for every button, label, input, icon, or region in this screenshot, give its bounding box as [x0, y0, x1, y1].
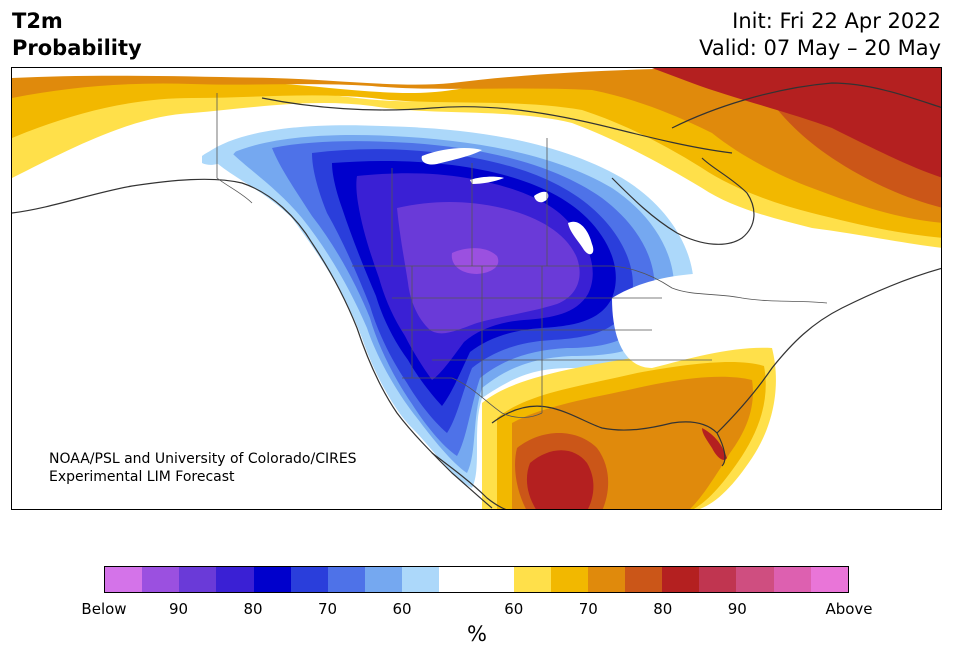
colorbar-seg-above-6 [699, 567, 737, 592]
colorbar-seg-above-2 [550, 567, 588, 592]
above-arctic-orange [12, 68, 941, 223]
political-borders [216, 93, 828, 418]
neutral-midwest [612, 273, 862, 368]
probability-map [12, 68, 941, 509]
colorbar-seg-below-6 [290, 567, 328, 592]
coastline-gulf [491, 405, 726, 467]
colorbar-seg-below-1 [105, 567, 143, 592]
colorbar-seg-neutral [439, 567, 514, 592]
coastline-atlantic [716, 267, 941, 434]
valid-date: Valid: 07 May – 20 May [699, 36, 941, 60]
border-us-mexico [402, 377, 543, 418]
colorbar-seg-above-9 [810, 567, 848, 592]
coastlines [12, 82, 941, 509]
lake-great-bear [421, 148, 482, 165]
colorbar-label: 60 [392, 600, 412, 618]
border-alaska-canada [216, 93, 253, 204]
colorbar-label: 90 [168, 600, 189, 618]
colorbar-seg-above-3 [587, 567, 625, 592]
colorbar-label: 70 [578, 600, 598, 618]
below-95 [451, 248, 499, 274]
colorbar-units: % [467, 622, 487, 646]
colorbar-seg-below-7 [327, 567, 365, 592]
credit-text: NOAA/PSL and University of Colorado/CIRE… [49, 450, 357, 486]
colorbar-seg-above-4 [624, 567, 663, 592]
init-date: Init: Fri 22 Apr 2022 [732, 9, 941, 33]
above-mexico-red [526, 450, 594, 509]
credit-line-2: Experimental LIM Forecast [49, 469, 235, 485]
map-panel [11, 67, 942, 510]
colorbar-seg-above-7 [736, 567, 774, 592]
colorbar-seg-below-3 [179, 567, 217, 592]
map-title: T2m Probability [12, 8, 142, 62]
colorbar-seg-below-9 [402, 567, 440, 592]
colorbar-label: 80 [243, 600, 263, 618]
coastline-mexico-pacific [431, 452, 507, 509]
above-florida-red [702, 428, 727, 460]
lake-great-slave [470, 176, 504, 184]
credit-line-1: NOAA/PSL and University of Colorado/CIRE… [49, 451, 357, 467]
colorbar-label: 70 [317, 600, 338, 618]
coastline-greenland-baffin [671, 82, 941, 129]
colorbar-label: 90 [727, 600, 747, 618]
colorbar-label: Above [825, 600, 873, 618]
colorbar-seg-below-2 [142, 567, 180, 592]
below-alaska-edge [202, 148, 237, 165]
colorbar-seg-above-1 [513, 567, 551, 592]
border-us-canada [352, 265, 828, 304]
above-arctic-red [652, 68, 941, 178]
colorbar-seg-below-5 [253, 567, 291, 592]
colorbar-seg-below-4 [216, 567, 254, 592]
coastline-arctic [261, 97, 733, 154]
title-line-1: T2m [12, 9, 63, 33]
colorbar-label: Below [81, 600, 127, 618]
colorbar-label: 80 [653, 600, 673, 618]
coastline-hudson [611, 157, 755, 245]
colorbar-seg-below-8 [364, 567, 403, 592]
colorbar [104, 566, 849, 593]
title-line-2: Probability [12, 36, 142, 60]
colorbar-label: 60 [504, 600, 524, 618]
colorbar-seg-above-8 [773, 567, 811, 592]
lake-athabasca [534, 191, 549, 203]
lake-winnipeg [568, 221, 594, 255]
forecast-dates: Init: Fri 22 Apr 2022 Valid: 07 May – 20… [699, 8, 941, 62]
colorbar-seg-above-5 [662, 567, 700, 592]
